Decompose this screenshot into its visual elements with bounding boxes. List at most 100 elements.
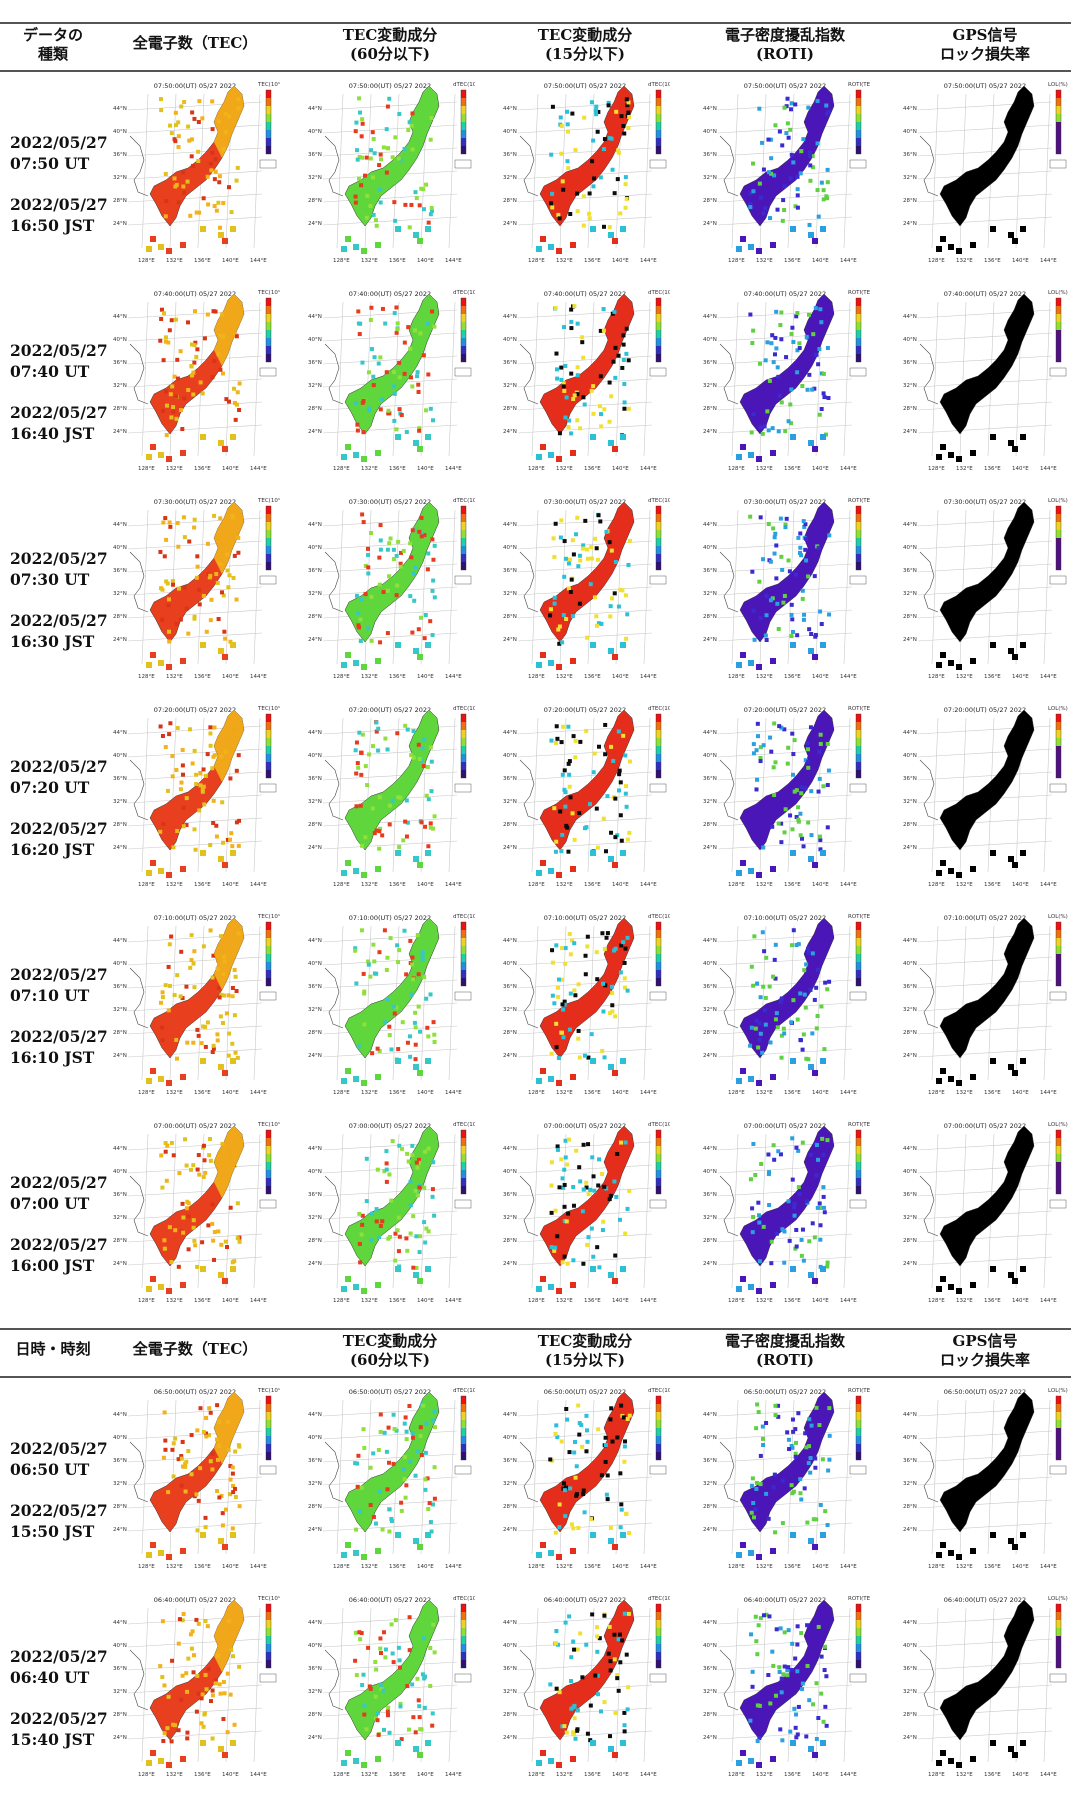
lon-tick: 128°E bbox=[333, 1298, 350, 1304]
colorbar bbox=[855, 1129, 862, 1195]
lat-tick: 40°N bbox=[703, 337, 717, 343]
lat-tick: 28°N bbox=[703, 822, 717, 828]
lat-tick: 44°N bbox=[308, 1146, 322, 1152]
lon-tick: 128°E bbox=[928, 466, 945, 472]
lat-tick: 36°N bbox=[703, 1666, 717, 1672]
lat-tick: 32°N bbox=[113, 175, 127, 181]
lon-tick: 128°E bbox=[528, 882, 545, 888]
row-jst: 16:40 JST bbox=[10, 424, 95, 443]
lon-tick: 140°E bbox=[812, 1772, 829, 1778]
station-cells bbox=[353, 1615, 437, 1742]
lon-tick: 128°E bbox=[333, 1772, 350, 1778]
lat-tick: 24°N bbox=[113, 1261, 127, 1267]
lon-tick: 128°E bbox=[138, 1090, 155, 1096]
lat-tick: 32°N bbox=[503, 591, 517, 597]
roti-map: 07:30:00(UT) 05/27 2022 ROTI(TECU/min) 44°… bbox=[700, 492, 870, 682]
lat-tick: 32°N bbox=[113, 1689, 127, 1695]
lon-tick: 136°E bbox=[389, 258, 406, 264]
station-cells bbox=[549, 97, 632, 230]
japan-landmass bbox=[739, 293, 835, 435]
lon-tick: 140°E bbox=[1012, 674, 1029, 680]
lat-tick: 40°N bbox=[703, 129, 717, 135]
lon-tick: 132°E bbox=[166, 1772, 183, 1778]
colorbar-unit: dTEC(10¹⁶m⁻²) bbox=[453, 1387, 475, 1394]
row-date1: 2022/05/27 bbox=[10, 341, 108, 360]
lat-tick: 32°N bbox=[503, 1689, 517, 1695]
lon-tick: 136°E bbox=[584, 466, 601, 472]
japan-landmass bbox=[739, 85, 835, 227]
lon-tick: 136°E bbox=[389, 466, 406, 472]
lon-tick: 140°E bbox=[222, 466, 239, 472]
lat-tick: 36°N bbox=[903, 984, 917, 990]
lon-tick: 140°E bbox=[1012, 466, 1029, 472]
logo-badge bbox=[1049, 1673, 1067, 1683]
lon-tick: 144°E bbox=[840, 258, 857, 264]
colorbar-unit: ROTI(TECU/min) bbox=[848, 1596, 870, 1602]
dtec60-map-panel: 07:50:00(UT) 05/27 2022 dTEC(10¹⁶m⁻²) 44°N… bbox=[305, 76, 475, 266]
lon-tick: 128°E bbox=[728, 466, 745, 472]
lon-tick: 140°E bbox=[222, 258, 239, 264]
lon-tick: 128°E bbox=[528, 1090, 545, 1096]
colorbar bbox=[655, 297, 662, 363]
lat-tick: 28°N bbox=[113, 1030, 127, 1036]
lon-tick: 128°E bbox=[728, 882, 745, 888]
lat-tick: 44°N bbox=[703, 938, 717, 944]
lon-tick: 128°E bbox=[528, 1772, 545, 1778]
logo-badge bbox=[649, 159, 667, 169]
lon-tick: 128°E bbox=[138, 1772, 155, 1778]
label-gap bbox=[10, 1688, 100, 1708]
lat-tick: 24°N bbox=[903, 845, 917, 851]
lon-tick: 144°E bbox=[445, 1564, 462, 1570]
row-date1: 2022/05/27 bbox=[10, 965, 108, 984]
lon-tick: 136°E bbox=[389, 1298, 406, 1304]
lat-tick: 36°N bbox=[113, 984, 127, 990]
map-title: 07:10:00(UT) 05/27 2022 bbox=[349, 914, 431, 922]
lon-tick: 144°E bbox=[1040, 1564, 1057, 1570]
row-jst: 16:10 JST bbox=[10, 1048, 95, 1067]
colorbar bbox=[855, 921, 862, 987]
logo-badge bbox=[649, 991, 667, 1001]
header-dtec60: TEC変動成分 (60分以下) bbox=[305, 26, 475, 64]
tec-map: 07:20:00(UT) 05/27 2022 TEC(10¹⁶m⁻²) 44°N 4… bbox=[110, 700, 280, 890]
lon-tick: 132°E bbox=[166, 1090, 183, 1096]
lat-tick: 28°N bbox=[903, 198, 917, 204]
lat-tick: 28°N bbox=[903, 1712, 917, 1718]
row-ut: 07:10 UT bbox=[10, 986, 90, 1005]
lon-tick: 128°E bbox=[928, 1564, 945, 1570]
lon-tick: 132°E bbox=[956, 882, 973, 888]
lat-tick: 44°N bbox=[113, 1620, 127, 1626]
dtec15-map: 07:40:00(UT) 05/27 2022 dTEC(10¹⁶m⁻²) 44°N… bbox=[500, 284, 670, 474]
lat-tick: 44°N bbox=[308, 522, 322, 528]
logo-badge bbox=[454, 991, 472, 1001]
lat-tick: 28°N bbox=[308, 822, 322, 828]
lat-tick: 24°N bbox=[113, 637, 127, 643]
lat-tick: 40°N bbox=[703, 753, 717, 759]
row-date2: 2022/05/27 bbox=[10, 403, 108, 422]
station-cells bbox=[553, 304, 631, 438]
row-datetime-label: 2022/05/27 07:20 UT 2022/05/27 16:20 JST bbox=[10, 756, 108, 860]
colorbar bbox=[460, 921, 467, 987]
map-grid bbox=[917, 93, 1053, 249]
lat-tick: 36°N bbox=[113, 568, 127, 574]
lat-tick: 40°N bbox=[503, 1435, 517, 1441]
dtec60-map: 07:30:00(UT) 05/27 2022 dTEC(10¹⁶m⁻²) 44°N… bbox=[305, 492, 475, 682]
dtec15-map: 06:40:00(UT) 05/27 2022 dTEC(10¹⁶m⁻²) 44°N… bbox=[500, 1590, 670, 1780]
lol-map: 07:20:00(UT) 05/27 2022 LOL(%) 44°N 40°N 36°… bbox=[900, 700, 1070, 890]
lon-tick: 144°E bbox=[640, 258, 657, 264]
header-mid-tec: 全電子数（TEC） bbox=[110, 1340, 280, 1359]
lat-tick: 44°N bbox=[308, 938, 322, 944]
map-title: 06:40:00(UT) 05/27 2022 bbox=[744, 1596, 826, 1604]
lon-tick: 136°E bbox=[194, 258, 211, 264]
lat-tick: 40°N bbox=[703, 1435, 717, 1441]
time-row: 2022/05/27 07:50 UT 2022/05/27 16:50 JST 07:… bbox=[0, 72, 1071, 280]
row-ut: 07:20 UT bbox=[10, 778, 90, 797]
lat-tick: 36°N bbox=[308, 1666, 322, 1672]
colorbar bbox=[1055, 505, 1062, 571]
lat-tick: 36°N bbox=[903, 1666, 917, 1672]
header-mid-dtec60-line2: (60分以下) bbox=[349, 1351, 431, 1369]
header-roti: 電子密度擾乱指数 (ROTI) bbox=[700, 26, 870, 64]
colorbar bbox=[655, 89, 662, 155]
lon-tick: 140°E bbox=[612, 882, 629, 888]
lon-tick: 144°E bbox=[840, 466, 857, 472]
lon-tick: 144°E bbox=[640, 882, 657, 888]
